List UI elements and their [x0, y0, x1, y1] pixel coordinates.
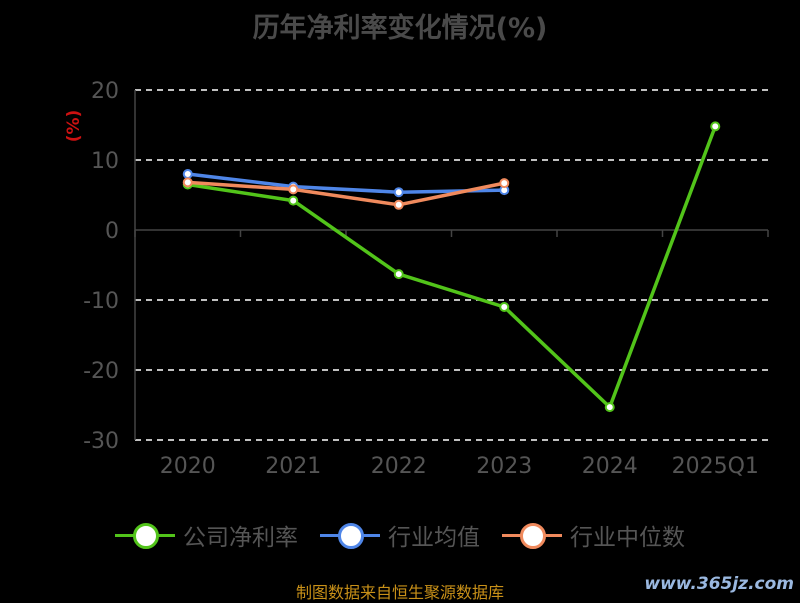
- legend-marker-icon: [502, 522, 562, 549]
- series-layer: [182, 121, 721, 413]
- series-line-0: [187, 125, 717, 409]
- x-tick-label: 2020: [160, 454, 216, 479]
- series-line-1: [187, 172, 505, 194]
- legend-label: 公司净利率: [183, 525, 298, 551]
- legend-label: 行业中位数: [570, 525, 685, 551]
- x-tick-label: 2021: [265, 454, 321, 479]
- data-point: [710, 121, 721, 132]
- data-point: [182, 169, 193, 179]
- data-point: [393, 269, 404, 280]
- source-note: 制图数据来自恒生聚源数据库: [295, 583, 504, 602]
- chart-legend: 公司净利率 行业均值 行业中位数: [0, 518, 800, 552]
- legend-item[interactable]: 公司净利率: [115, 518, 298, 552]
- legend-marker-icon: [320, 522, 380, 549]
- data-point: [288, 184, 299, 195]
- y-tick-label: -10: [83, 289, 119, 314]
- data-point: [182, 177, 193, 188]
- data-point: [393, 199, 404, 210]
- chart-title: 历年净利率变化情况(%): [252, 13, 548, 44]
- axis-layer: 20 10 0 -10 -20 -30 2020 2021 2022 2023 2024 2025Q1: [83, 79, 769, 479]
- data-point: [288, 195, 299, 206]
- y-tick-label: 0: [105, 219, 119, 244]
- grid-layer: [135, 89, 768, 441]
- data-point: [604, 402, 615, 413]
- legend-label: 行业均值: [388, 525, 480, 551]
- y-tick-label: -30: [83, 429, 119, 454]
- x-tick-label: 2023: [476, 454, 532, 479]
- data-point: [393, 187, 404, 198]
- y-axis-unit-label: (%): [64, 110, 84, 143]
- data-point: [499, 302, 510, 312]
- watermark: www.365jz.com: [644, 574, 794, 594]
- y-tick-label: -20: [83, 359, 119, 384]
- x-tick-label: 2022: [371, 454, 427, 479]
- x-tick-label: 2025Q1: [672, 454, 759, 479]
- series-line-2: [187, 180, 505, 207]
- legend-item[interactable]: 行业均值: [320, 518, 480, 552]
- data-point: [499, 178, 510, 189]
- legend-marker-icon: [115, 522, 175, 549]
- legend-item[interactable]: 行业中位数: [502, 518, 685, 552]
- x-tick-label: 2024: [582, 454, 638, 479]
- y-tick-label: 10: [91, 149, 119, 174]
- y-tick-label: 20: [91, 79, 119, 104]
